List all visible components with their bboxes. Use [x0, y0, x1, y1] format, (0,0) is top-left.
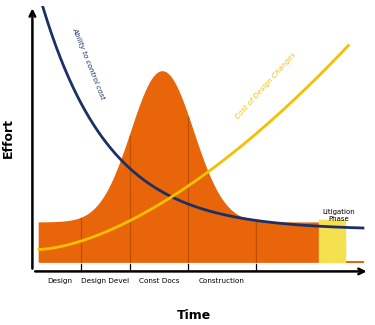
- Text: Cost of Design Changes: Cost of Design Changes: [235, 51, 297, 120]
- Text: Design Devel: Design Devel: [81, 278, 129, 283]
- Text: Construction: Construction: [199, 278, 245, 283]
- Text: Effort: Effort: [2, 119, 15, 159]
- Text: Design: Design: [48, 278, 72, 283]
- Text: Ability to control cost: Ability to control cost: [71, 27, 106, 101]
- Text: Time: Time: [177, 309, 211, 322]
- Text: Litigation
Phase: Litigation Phase: [323, 209, 356, 222]
- Text: Const Docs: Const Docs: [138, 278, 179, 283]
